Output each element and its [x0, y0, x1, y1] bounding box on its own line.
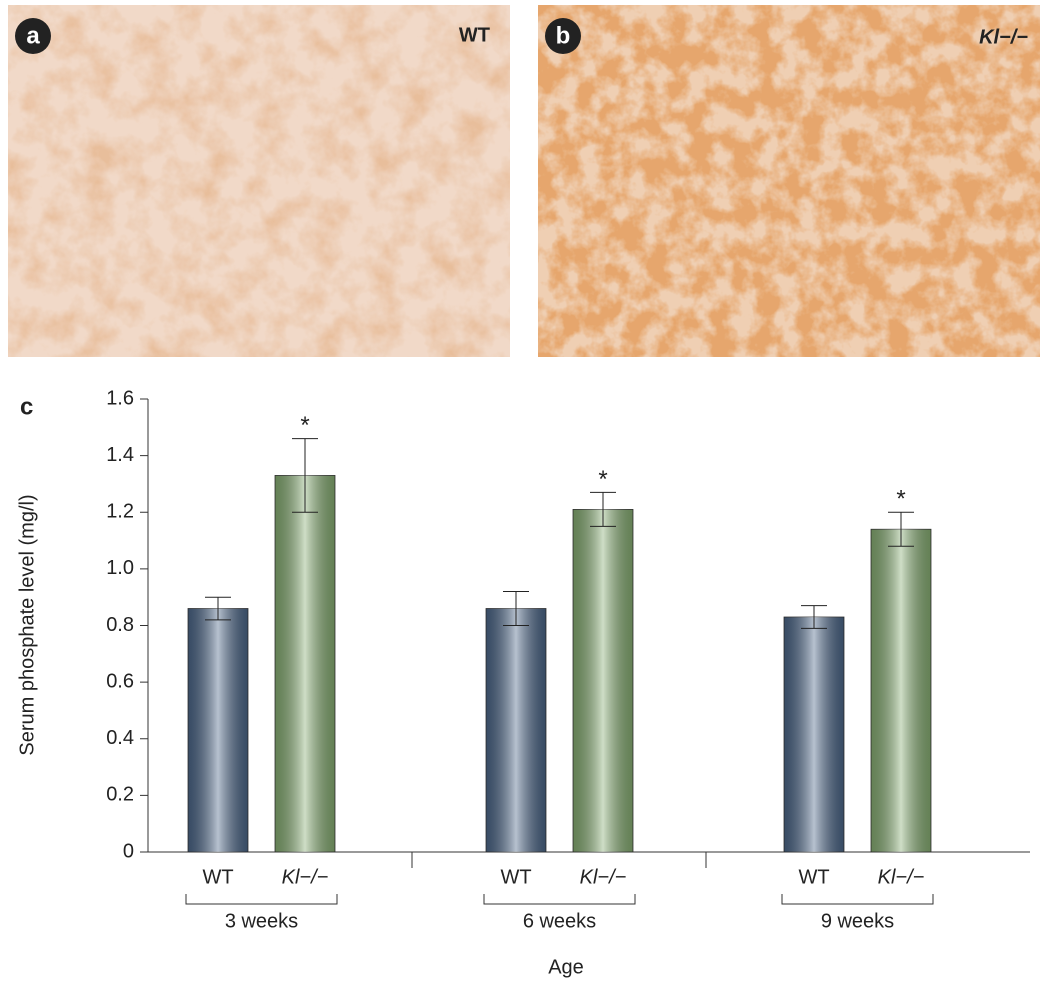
panel-label: b	[556, 22, 571, 49]
panel-a: a WT	[8, 5, 510, 357]
bar-sheen	[275, 475, 335, 852]
series-label: WT	[202, 866, 233, 888]
series-label: WT	[500, 866, 531, 888]
y-tick-label: 1.6	[106, 387, 134, 409]
bar-sheen	[784, 617, 844, 852]
micrograph-texture	[538, 5, 1040, 357]
bar-sheen	[871, 529, 931, 852]
label-badge	[15, 18, 51, 54]
label-badge	[545, 18, 581, 54]
panel-b: b Kl−/−	[538, 5, 1040, 357]
x-tick-label: 9 weeks	[821, 910, 894, 932]
series-label: Kl−/−	[580, 866, 627, 888]
y-tick-label: 1.0	[106, 557, 134, 579]
panel-caption: Kl−/−	[979, 26, 1028, 48]
y-tick-label: 1.2	[106, 501, 134, 523]
panel-label: a	[26, 22, 40, 49]
x-axis-label: Age	[548, 956, 584, 978]
panel-label: c	[20, 393, 33, 420]
x-tick-label: 6 weeks	[523, 910, 596, 932]
y-axis-label: Serum phosphate level (mg/l)	[16, 494, 38, 755]
y-tick-label: 0.2	[106, 784, 134, 806]
category-bracket	[483, 894, 636, 905]
panel-caption: WT	[459, 24, 490, 46]
bar-sheen	[573, 509, 633, 852]
bar-sheen	[486, 608, 546, 852]
y-tick-label: 1.4	[106, 444, 134, 466]
significance-marker: *	[598, 466, 607, 493]
y-tick-label: 0.4	[106, 727, 134, 749]
x-tick-label: 3 weeks	[225, 910, 298, 932]
category-bracket	[185, 894, 338, 905]
significance-marker: *	[300, 412, 309, 439]
y-tick-label: 0.8	[106, 614, 134, 636]
significance-marker: *	[896, 486, 905, 513]
series-label: Kl−/−	[282, 866, 329, 888]
y-tick-label: 0.6	[106, 670, 134, 692]
y-tick-label: 0	[123, 840, 134, 862]
micrograph-texture	[8, 5, 510, 357]
category-bracket	[781, 894, 934, 905]
series-label: Kl−/−	[878, 866, 925, 888]
series-label: WT	[798, 866, 829, 888]
bar-sheen	[188, 608, 248, 852]
